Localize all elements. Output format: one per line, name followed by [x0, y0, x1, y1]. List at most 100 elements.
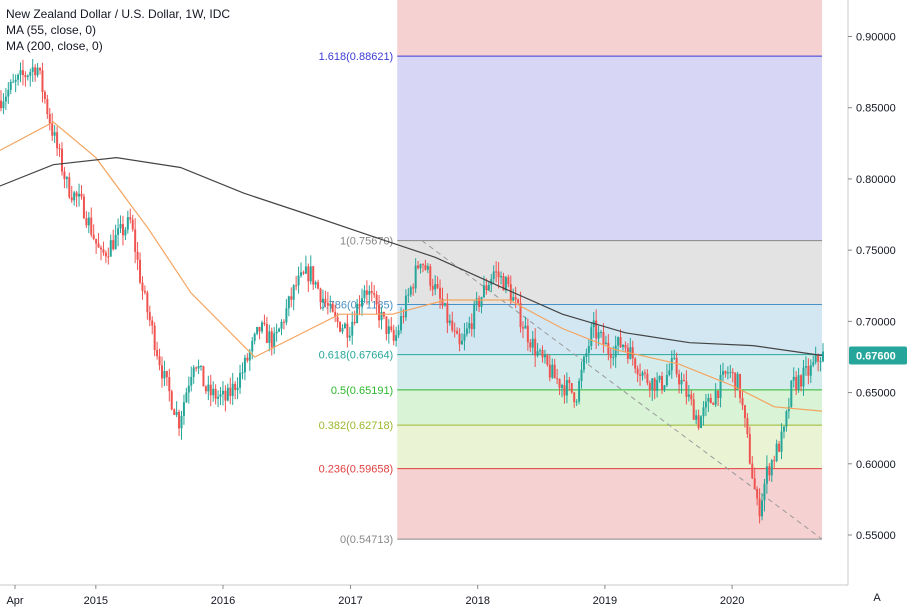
candle-body: [453, 330, 456, 332]
candle-body: [446, 303, 449, 323]
candle-body: [451, 320, 454, 331]
candle-body: [539, 350, 542, 352]
candle-body: [256, 326, 259, 334]
ma200-legend: MA (200, close, 0): [6, 39, 103, 53]
candle-body: [817, 354, 820, 362]
ma55-line: [0, 121, 823, 412]
candle-body: [204, 386, 207, 392]
candle-body: [178, 412, 181, 429]
candle-body: [180, 415, 183, 429]
candle-body: [270, 331, 273, 348]
candle-body: [470, 323, 473, 330]
candle-body: [717, 390, 720, 399]
candle-body: [153, 325, 156, 350]
candle-body: [461, 340, 464, 345]
candle-body: [190, 377, 193, 386]
candle-body: [334, 311, 337, 318]
candle-body: [275, 331, 278, 334]
candle-body: [448, 320, 451, 323]
candle-body: [375, 294, 378, 305]
candle-body: [187, 385, 190, 393]
candle-body: [800, 375, 803, 387]
candle-body: [141, 282, 144, 291]
candle-body: [575, 401, 578, 403]
candle-body: [158, 356, 161, 366]
y-tick-label: 0.85000: [856, 103, 896, 115]
candle-body: [82, 196, 85, 219]
candle-body: [556, 378, 559, 380]
candle-body: [465, 328, 468, 335]
candle-body: [600, 332, 603, 334]
candle-body: [200, 365, 203, 367]
candle-body: [231, 383, 234, 397]
candle-body: [341, 328, 344, 332]
candle-body: [351, 321, 354, 336]
candle-body: [490, 278, 493, 285]
candle-body: [687, 394, 690, 397]
candle-body: [324, 298, 327, 303]
auto-scale-button[interactable]: A: [873, 592, 881, 604]
candle-body: [60, 148, 63, 172]
candle-body: [360, 298, 363, 307]
candle-body: [529, 342, 532, 348]
candle-body: [302, 272, 305, 274]
candle-body: [314, 282, 317, 285]
candle-body: [534, 338, 537, 356]
chart-legend: New Zealand Dollar / U.S. Dollar, 1W, ID…: [6, 6, 230, 54]
candle-body: [2, 101, 5, 109]
candle-body: [531, 338, 534, 348]
candle-body: [795, 376, 798, 390]
candle-body: [173, 409, 176, 415]
candle-body: [212, 388, 215, 396]
candle-body: [621, 344, 624, 348]
candle-body: [407, 294, 410, 296]
candle-body: [148, 312, 151, 321]
candle-body: [743, 405, 746, 419]
candle-body: [402, 316, 405, 318]
last-price-label: 0.67600: [856, 351, 896, 363]
y-tick-label: 0.70000: [856, 316, 896, 328]
candle-body: [400, 316, 403, 331]
candle-body: [273, 333, 276, 348]
candle-body: [782, 426, 785, 432]
candle-body: [221, 390, 224, 395]
candle-body: [239, 372, 242, 388]
candle-body: [758, 498, 761, 517]
candle-body: [29, 71, 32, 76]
candle-body: [487, 284, 490, 290]
candle-body: [134, 229, 137, 252]
candle-body: [673, 357, 676, 359]
candle-body: [160, 365, 163, 379]
y-tick-label: 0.90000: [856, 32, 896, 44]
candle-body: [739, 374, 742, 399]
candle-body: [78, 193, 81, 197]
candle-body: [26, 75, 29, 78]
candle-body: [797, 375, 800, 390]
candle-body: [822, 351, 824, 362]
candle-body: [773, 460, 776, 462]
candle-body: [646, 373, 649, 384]
candle-body: [419, 264, 422, 269]
candle-body: [500, 276, 503, 278]
candle-body: [280, 321, 283, 329]
candle-body: [336, 317, 339, 322]
candle-body: [548, 364, 551, 378]
candle-body: [31, 67, 34, 72]
candle-body: [41, 70, 44, 92]
candle-body: [368, 291, 371, 295]
candle-body: [346, 323, 349, 338]
candle-body: [678, 374, 681, 385]
candle-body: [80, 193, 83, 197]
candle-body: [73, 192, 76, 201]
candle-body: [639, 374, 642, 376]
candle-body: [363, 290, 366, 299]
candle-body: [285, 308, 288, 323]
candle-body: [524, 325, 527, 329]
candle-body: [685, 381, 688, 397]
candle-body: [268, 331, 271, 343]
candle-body: [263, 322, 266, 324]
fib-zone-0.5: [397, 389, 822, 426]
fib-zone-0.786: [397, 304, 822, 355]
candle-body: [546, 354, 549, 365]
y-tick-label: 0.80000: [856, 174, 896, 186]
